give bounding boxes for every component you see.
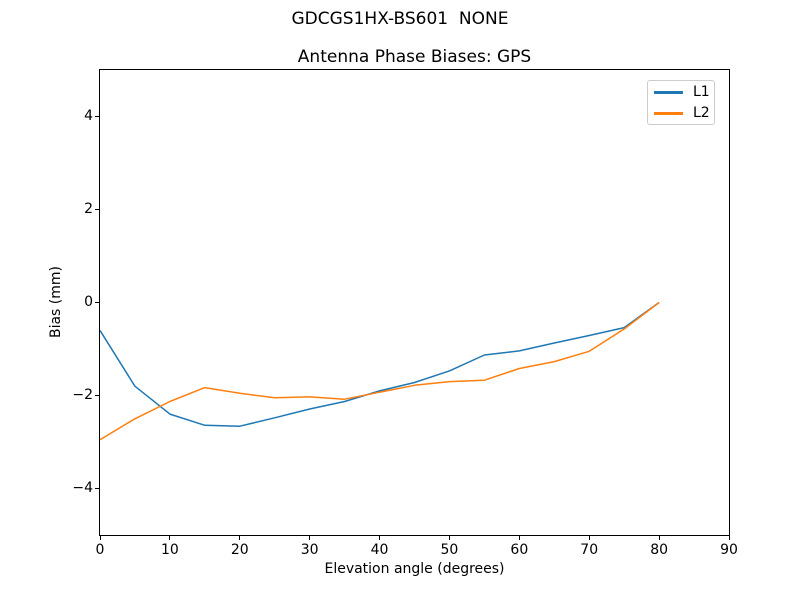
legend-item-L1: L1 [648, 82, 714, 103]
x-tick-label: 50 [440, 542, 459, 558]
y-tick-mark [95, 488, 99, 489]
x-tick-label: 70 [580, 542, 599, 558]
legend-line-swatch-L2 [654, 112, 683, 115]
x-tick-label: 40 [370, 542, 389, 558]
x-tick-mark [239, 536, 241, 540]
legend-line-swatch-L1 [654, 91, 683, 94]
y-tick-label: 0 [84, 294, 93, 310]
legend-label: L2 [693, 105, 710, 121]
axes-title: Antenna Phase Biases: GPS [297, 47, 532, 67]
x-tick-mark [728, 536, 730, 540]
x-tick-mark [309, 536, 311, 540]
x-tick-label: 10 [160, 542, 179, 558]
x-tick-mark [169, 536, 171, 540]
plot-area [99, 69, 730, 536]
x-tick-label: 60 [510, 542, 529, 558]
y-tick-mark [95, 395, 99, 396]
y-tick-label: 2 [84, 201, 93, 217]
x-tick-label: 0 [95, 542, 105, 558]
x-tick-label: 80 [650, 542, 669, 558]
x-tick-mark [518, 536, 520, 540]
legend: L1 L2 [647, 80, 715, 125]
line-L1 [100, 301, 660, 427]
figure-title: GDCGS1HX-BS601 NONE [291, 9, 509, 29]
y-tick-label: −2 [72, 387, 93, 403]
x-tick-label: 90 [720, 542, 738, 558]
y-tick-label: 4 [84, 108, 93, 124]
y-tick-mark [95, 116, 99, 117]
x-tick-mark [588, 536, 590, 540]
x-tick-label: 20 [230, 542, 249, 558]
x-tick-mark [99, 536, 101, 540]
x-tick-mark [379, 536, 381, 540]
x-tick-mark [448, 536, 450, 540]
y-tick-mark [95, 209, 99, 210]
x-tick-label: 30 [300, 542, 319, 558]
line-L2 [100, 301, 660, 441]
y-axis-label: Bias (mm) [48, 265, 64, 339]
legend-label: L1 [693, 84, 710, 100]
y-tick-mark [95, 302, 99, 303]
legend-item-L2: L2 [648, 103, 714, 124]
y-tick-label: −4 [72, 480, 93, 496]
x-axis-label: Elevation angle (degrees) [324, 561, 505, 577]
x-tick-mark [658, 536, 660, 540]
chart-svg [100, 301, 660, 441]
